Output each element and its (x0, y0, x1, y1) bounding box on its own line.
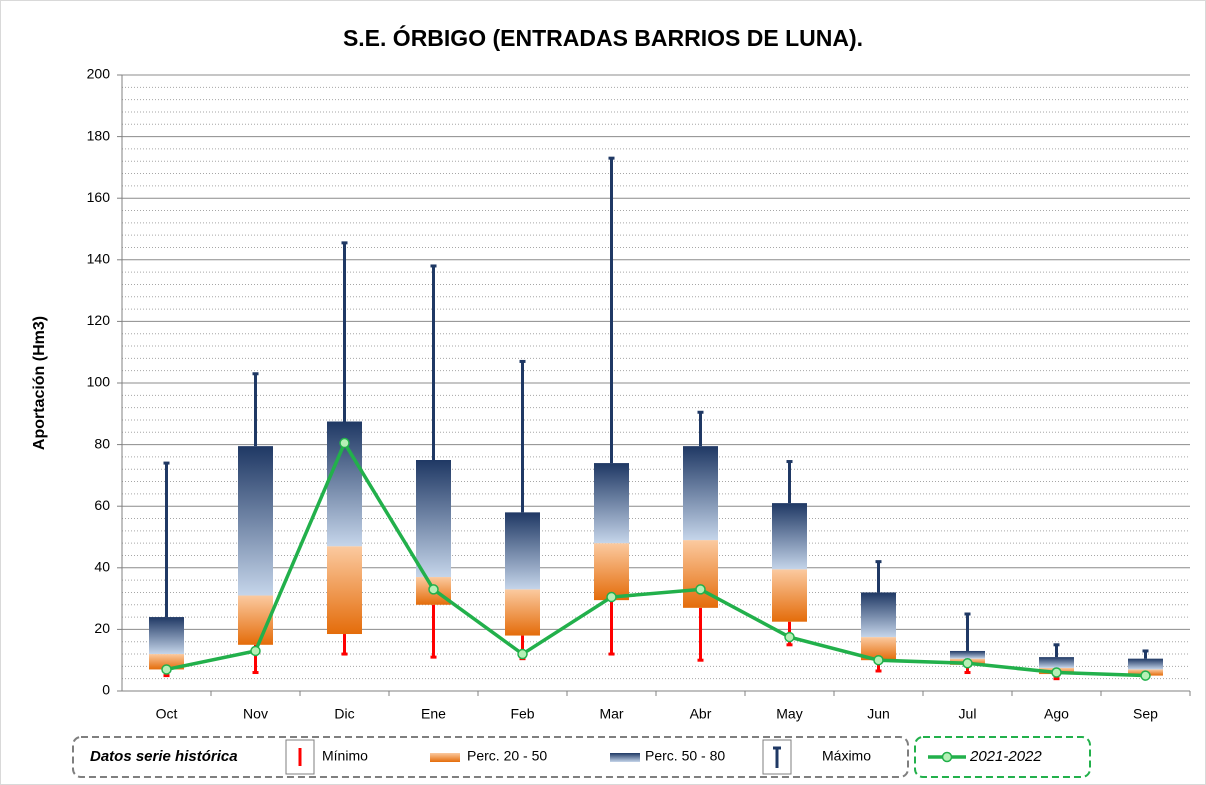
x-tick-label: Mar (599, 706, 623, 722)
box-50-80 (238, 446, 273, 596)
series-point (1140, 670, 1151, 681)
series-point (161, 664, 172, 675)
legend-label: Perc. 50 - 80 (645, 748, 725, 764)
legend-box (72, 736, 909, 778)
legend-label: Máximo (822, 748, 871, 764)
x-tick-label: Oct (156, 706, 178, 722)
y-tick-label: 0 (102, 682, 110, 698)
y-tick-label: 140 (87, 251, 111, 267)
y-tick-label: 180 (87, 127, 111, 143)
y-tick-label: 120 (87, 312, 111, 328)
y-tick-label: 200 (87, 66, 111, 82)
y-tick-label: 60 (94, 497, 110, 513)
legend-label: 2021-2022 (969, 748, 1042, 765)
series-point (517, 648, 528, 660)
y-tick-label: 20 (94, 620, 110, 636)
box-20-50 (772, 569, 807, 622)
legend-frame (762, 739, 792, 775)
series-point (1051, 667, 1062, 678)
x-tick-label: Jun (867, 706, 890, 722)
y-tick-label: 80 (94, 435, 110, 451)
box-50-80 (683, 446, 718, 541)
box-20-50 (505, 589, 540, 636)
x-tick-label: Nov (243, 706, 268, 722)
series-point (695, 584, 706, 595)
legend-box (914, 736, 1091, 778)
legend-frame (285, 739, 315, 775)
x-tick-label: Abr (690, 706, 712, 722)
box-50-80 (416, 460, 451, 578)
box-20-50 (327, 546, 362, 635)
box-20-50 (149, 654, 184, 670)
x-tick-label: May (776, 706, 802, 722)
series-point (339, 437, 350, 449)
x-tick-label: Dic (334, 706, 354, 722)
series-point (962, 658, 973, 669)
x-tick-label: Ago (1044, 706, 1069, 722)
box-50-80 (1128, 658, 1163, 670)
series-line (166, 439, 1146, 678)
x-tick-label: Sep (1133, 706, 1158, 722)
series-point (428, 584, 439, 595)
legend-label: Perc. 20 - 50 (467, 748, 547, 764)
legend-swatch (430, 753, 460, 762)
series-point (873, 654, 884, 666)
y-tick-label: 40 (94, 559, 110, 575)
x-tick-label: Feb (510, 706, 534, 722)
box-50-80 (594, 463, 629, 544)
x-tick-label: Ene (421, 706, 446, 722)
series-point (250, 645, 261, 657)
legend-label: Mínimo (322, 748, 368, 764)
box-50-80 (950, 650, 985, 659)
legend-title: Datos serie histórica (90, 748, 238, 765)
box-20-50 (594, 543, 629, 601)
y-axis-label: Aportación (Hm3) (31, 316, 48, 450)
box-50-80 (861, 592, 896, 638)
box-50-80 (505, 512, 540, 590)
box-50-80 (772, 503, 807, 570)
y-tick-label: 160 (87, 189, 111, 205)
series-point (784, 631, 795, 643)
series-point (606, 591, 617, 603)
x-tick-label: Jul (959, 706, 977, 722)
box-20-50 (861, 637, 896, 661)
legend-swatch (610, 753, 640, 762)
chart-title: S.E. ÓRBIGO (ENTRADAS BARRIOS DE LUNA). (343, 24, 863, 51)
legend-swatch (941, 751, 953, 763)
box-50-80 (149, 617, 184, 655)
box-50-80 (1039, 657, 1074, 668)
y-tick-label: 100 (87, 374, 111, 390)
